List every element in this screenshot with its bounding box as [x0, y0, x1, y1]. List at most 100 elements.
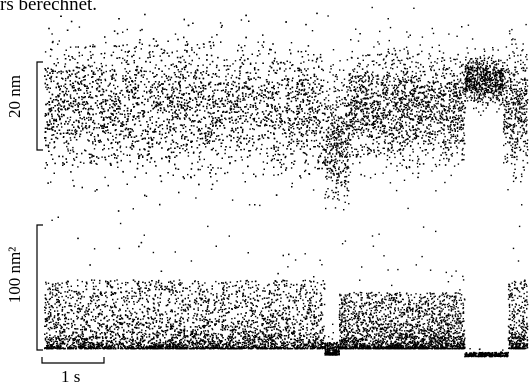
- top-trace-point: [244, 106, 246, 108]
- top-trace-point: [115, 129, 117, 131]
- top-trace-point: [70, 102, 72, 104]
- top-trace-point: [142, 156, 144, 158]
- top-trace-point: [202, 71, 205, 73]
- top-trace-point: [305, 133, 307, 135]
- top-trace-point: [62, 71, 64, 73]
- top-trace-point: [58, 107, 60, 109]
- top-trace-point: [237, 132, 239, 134]
- top-trace-point: [321, 68, 323, 70]
- top-trace-point: [273, 85, 275, 88]
- top-trace-point: [319, 121, 321, 123]
- top-trace-point: [240, 46, 243, 49]
- top-trace-point: [274, 109, 277, 112]
- top-trace-point: [67, 76, 69, 78]
- top-trace-point: [64, 86, 67, 89]
- top-trace-point: [82, 129, 84, 131]
- top-trace-point: [259, 153, 261, 155]
- top-trace-point: [240, 135, 242, 138]
- top-trace-point: [107, 85, 109, 87]
- top-trace-point: [54, 110, 57, 112]
- top-trace-point: [149, 127, 152, 130]
- top-trace-point: [70, 102, 72, 105]
- top-trace-point: [232, 84, 235, 87]
- top-trace-point: [245, 36, 247, 39]
- top-trace-point: [204, 137, 207, 139]
- top-trace-point: [125, 78, 127, 81]
- top-trace-point: [216, 180, 218, 182]
- top-trace-point: [150, 136, 152, 139]
- top-trace-point: [222, 105, 225, 107]
- top-trace-point: [312, 155, 314, 157]
- top-trace-point: [180, 73, 182, 76]
- top-trace-point: [249, 154, 251, 157]
- top-trace-point: [63, 105, 66, 107]
- top-trace-point: [192, 99, 194, 101]
- top-trace-point: [285, 68, 287, 70]
- top-trace-point: [87, 87, 89, 89]
- top-trace-point: [184, 61, 187, 63]
- top-trace-point: [92, 141, 94, 143]
- top-trace-point: [143, 148, 145, 150]
- top-trace-point: [68, 74, 71, 76]
- top-trace-point: [194, 85, 196, 87]
- top-trace-point: [275, 146, 277, 148]
- top-trace-point: [309, 107, 311, 110]
- top-trace-point: [78, 121, 80, 124]
- top-trace-point: [132, 95, 134, 98]
- top-trace-point: [190, 140, 192, 142]
- top-trace-point: [320, 79, 322, 81]
- top-trace-point: [83, 84, 86, 86]
- top-trace-point: [306, 139, 308, 141]
- top-trace-point: [186, 144, 188, 146]
- top-trace-point: [65, 141, 67, 143]
- top-trace-point: [230, 105, 232, 107]
- top-trace-point: [293, 96, 295, 98]
- top-trace-point: [109, 98, 111, 100]
- top-trace-point: [105, 41, 107, 44]
- top-trace-point: [168, 148, 170, 150]
- top-trace-point: [198, 104, 200, 107]
- top-trace-point: [147, 111, 149, 113]
- top-trace-point: [124, 79, 126, 81]
- top-trace-point: [76, 92, 78, 95]
- top-trace-point: [274, 105, 276, 107]
- top-trace-point: [199, 129, 201, 132]
- top-trace-point: [207, 96, 210, 98]
- top-trace-point: [180, 101, 183, 103]
- top-trace-point: [176, 88, 178, 91]
- top-trace-point: [310, 89, 313, 91]
- top-trace-point: [184, 80, 186, 82]
- top-trace-point: [240, 19, 243, 21]
- top-trace-point: [193, 82, 195, 84]
- top-trace-point: [57, 109, 60, 111]
- top-trace-point: [168, 122, 170, 124]
- top-trace-point: [151, 95, 153, 98]
- top-trace-point: [187, 151, 190, 154]
- top-trace-point: [89, 91, 92, 93]
- top-trace-point: [83, 101, 86, 103]
- top-trace-point: [307, 68, 309, 70]
- top-trace-point: [191, 59, 193, 62]
- top-trace-point: [239, 72, 241, 74]
- top-trace-point: [196, 101, 198, 103]
- top-trace-point: [81, 118, 83, 120]
- top-trace-point: [322, 139, 325, 141]
- top-trace-point: [297, 121, 300, 123]
- top-trace-point: [321, 112, 324, 114]
- top-trace-point: [86, 92, 89, 94]
- top-trace-point: [308, 122, 310, 124]
- top-trace-point: [168, 131, 170, 134]
- top-trace-point: [183, 59, 185, 61]
- caption-fragment: rs berechnet.: [0, 0, 98, 15]
- top-trace-point: [209, 86, 212, 88]
- top-trace-point: [314, 95, 317, 97]
- top-trace-point: [218, 117, 220, 119]
- top-trace-point: [316, 12, 318, 15]
- top-trace-point: [276, 118, 278, 120]
- top-trace-point: [141, 133, 143, 135]
- top-trace-point: [81, 122, 84, 125]
- top-trace-point: [113, 109, 115, 112]
- top-trace-point: [209, 41, 211, 43]
- top-trace-point: [237, 139, 240, 141]
- top-trace-point: [136, 65, 139, 68]
